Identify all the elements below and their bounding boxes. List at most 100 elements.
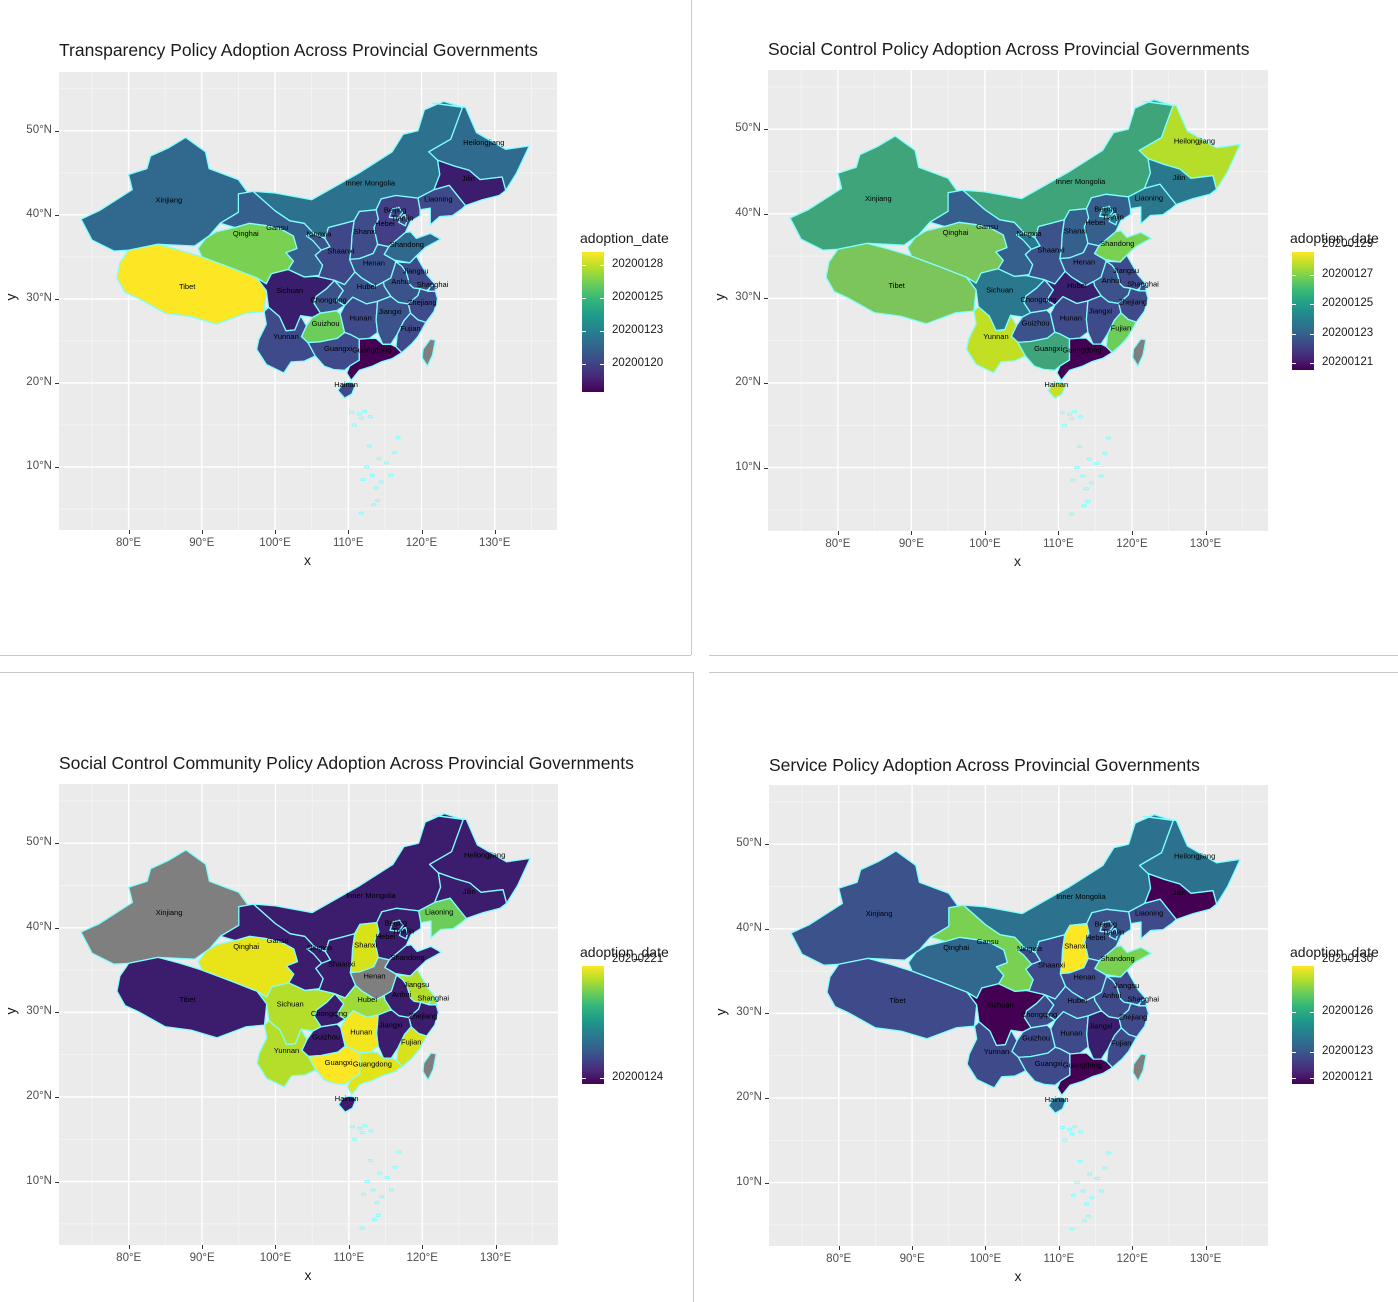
province-liaoning [1127, 898, 1177, 940]
y-tick-mark [765, 1182, 769, 1184]
island-outline [1085, 1214, 1091, 1218]
province-label: Anhui [1102, 276, 1122, 285]
province-label: Shanxi [354, 940, 377, 949]
legend-tick [600, 265, 604, 266]
island-outline [358, 416, 365, 420]
x-tick-label: 80°E [116, 1252, 142, 1264]
province-label: Qinghai [233, 229, 259, 238]
legend-label: 20200121 [1322, 356, 1374, 368]
province-label: Shandong [390, 240, 424, 249]
legend-tick [1292, 275, 1296, 276]
x-tick-mark [912, 1246, 914, 1250]
province-label: Shaanxi [1038, 961, 1065, 970]
legend-label: 20200121 [1322, 1071, 1374, 1083]
province-taiwan [422, 1052, 437, 1081]
province-hainan [1047, 1096, 1067, 1114]
x-tick-mark [275, 1245, 277, 1249]
island-outline [1068, 416, 1075, 421]
province-label: Guangdong [1062, 346, 1101, 355]
island-outline [1077, 415, 1084, 419]
x-tick-label: 80°E [116, 537, 142, 549]
province-yunnan [966, 1021, 1027, 1089]
province-label: Hunan [350, 314, 372, 323]
province-label: Anhui [1102, 991, 1122, 1000]
y-tick-mark [764, 129, 768, 131]
x-tick-label: 90°E [189, 1252, 215, 1264]
legend-label: 20200128 [612, 258, 664, 270]
province-label: Beijing [385, 918, 408, 927]
y-tick-label: 10°N [736, 1175, 762, 1188]
island-outline [371, 503, 377, 507]
panel-title: Service Policy Adoption Across Provincia… [769, 755, 1200, 775]
province-label: Guangxi [324, 344, 352, 353]
x-tick-mark [838, 1246, 840, 1250]
province-label: Tianjin [392, 214, 414, 223]
island-outline [392, 1165, 398, 1169]
island-outline [1078, 1130, 1084, 1134]
y-tick-label: 40°N [736, 921, 762, 934]
island-outline [1068, 512, 1075, 516]
province-label: Xinjiang [156, 195, 183, 204]
y-tick-mark [55, 927, 59, 929]
province-label: Sichuan [987, 1000, 1014, 1009]
province-taiwan [1132, 338, 1147, 367]
province-label: Shandong [390, 953, 424, 962]
province-label: Inner Mongolia [1056, 892, 1106, 901]
province-label: Tibet [179, 282, 196, 291]
island-outline [369, 473, 376, 477]
island-outline [379, 1195, 385, 1199]
province-label: Tianjin [1102, 928, 1124, 937]
province-label: Chongqing [1021, 1010, 1057, 1019]
province-label: Guangdong [352, 346, 391, 355]
y-tick-mark [55, 298, 59, 300]
province-label: Shaanxi [328, 960, 355, 969]
island-outline [1069, 1131, 1075, 1136]
province-label: Liaoning [1135, 908, 1163, 917]
x-tick-mark [348, 530, 350, 534]
x-tick-label: 110°E [1043, 538, 1074, 550]
y-tick-mark [764, 467, 768, 469]
legend-tick [1292, 304, 1296, 305]
province-label: Anhui [392, 990, 412, 999]
island-outline [366, 444, 373, 448]
province-tianjin [398, 926, 409, 940]
island-outline [373, 486, 379, 490]
province-label: Ningxia [307, 943, 333, 952]
y-tick-mark [55, 1012, 59, 1014]
province-hainan [1047, 381, 1067, 399]
x-axis-label: x [1014, 553, 1021, 569]
x-tick-mark [202, 1245, 204, 1249]
island-outline [374, 498, 381, 503]
province-label: Hubei [1067, 281, 1087, 290]
island-outline [1070, 478, 1076, 482]
x-tick-mark [1058, 531, 1060, 535]
island-outline [1072, 1125, 1078, 1129]
x-tick-mark [128, 530, 130, 534]
y-tick-mark [765, 844, 769, 846]
island-outline [1105, 436, 1112, 440]
province-label: Shaanxi [327, 247, 354, 256]
x-tick-label: 90°E [899, 1253, 925, 1265]
province-label: Qinghai [943, 943, 969, 952]
province-label: Zhejiang [1119, 1012, 1148, 1021]
island-outline [362, 1124, 368, 1128]
province-label: Guizhou [1022, 1033, 1050, 1042]
x-tick-label: 120°E [406, 1252, 438, 1264]
island-outline [367, 1158, 373, 1163]
legend-tick [600, 298, 604, 299]
horizontal-divider-left [0, 655, 691, 656]
island-outline [358, 511, 365, 515]
island-outline [1071, 410, 1078, 414]
province-label: Ningxia [1017, 229, 1043, 238]
y-tick-mark [55, 843, 59, 845]
legend-label: 20200221 [612, 953, 664, 965]
province-label: Ningxia [306, 230, 332, 239]
y-tick-label: 40°N [26, 920, 52, 933]
x-axis-label: x [304, 552, 311, 568]
legend-label: 20200120 [612, 357, 664, 369]
island-outline [391, 451, 398, 455]
province-label: Chongqing [1020, 295, 1056, 304]
island-outline [375, 1213, 381, 1217]
x-tick-mark [1058, 1246, 1060, 1250]
island-outline [1106, 1151, 1112, 1155]
